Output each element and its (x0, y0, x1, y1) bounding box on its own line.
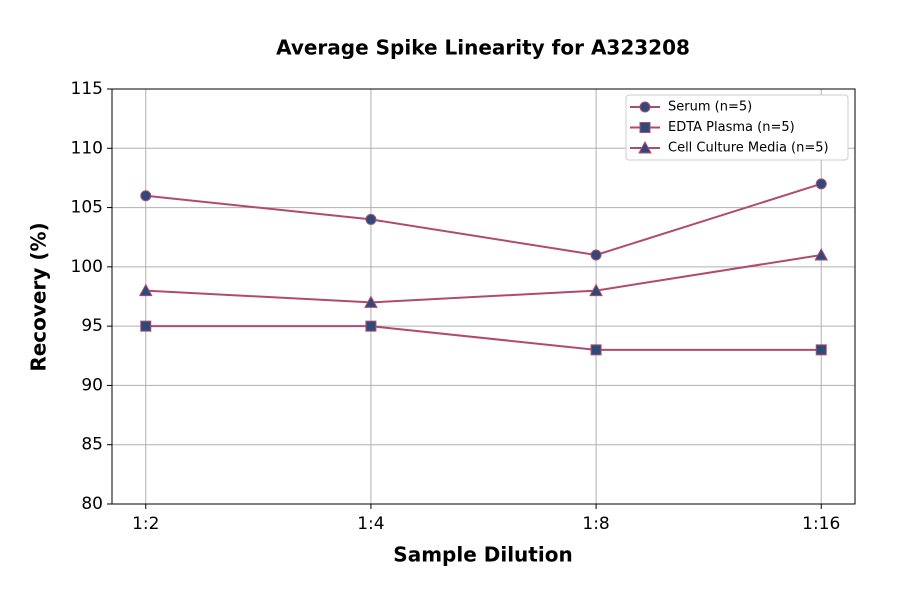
y-tick-label: 100 (71, 257, 103, 277)
series-line (145, 182, 822, 257)
marker (815, 344, 827, 356)
marker (814, 247, 829, 261)
marker (590, 249, 602, 261)
marker (815, 178, 827, 190)
legend: Serum (n=5) EDTA Plasma (n=5) Cell Culture… (625, 94, 849, 161)
x-tick-label: 1:8 (582, 514, 609, 534)
marker (365, 213, 377, 225)
marker (364, 295, 378, 308)
marker (639, 122, 651, 133)
y-tick-label: 90 (81, 375, 103, 395)
legend-label: EDTA Plasma (n=5) (668, 120, 795, 135)
marker (639, 101, 651, 113)
marker (138, 283, 153, 297)
series-line (145, 325, 822, 351)
y-tick-label: 85 (81, 435, 103, 455)
x-tick-label: 1:16 (802, 514, 840, 534)
marker (638, 140, 652, 154)
series-line (145, 254, 822, 304)
legend-label: Serum (n=5) (668, 100, 752, 115)
marker (140, 320, 152, 332)
y-tick-label: 95 (81, 316, 103, 336)
legend-label: Cell Culture Media (n=5) (668, 141, 829, 156)
marker (140, 190, 152, 202)
x-tick-label: 1:4 (357, 514, 384, 534)
x-axis-label: Sample Dilution (393, 543, 572, 567)
x-tick-label: 1:2 (132, 514, 159, 534)
plot-frame (111, 88, 856, 505)
marker (589, 283, 603, 297)
marker (365, 320, 377, 332)
y-tick-label: 110 (71, 138, 103, 158)
chart-title: Average Spike Linearity for A323208 (276, 36, 690, 60)
marker (590, 344, 602, 356)
y-tick-label: 105 (71, 198, 103, 218)
legend-box (625, 94, 849, 161)
y-tick-label: 80 (81, 494, 103, 514)
y-tick-label: 115 (71, 79, 103, 99)
y-axis-label: Recovery (%) (27, 222, 51, 371)
